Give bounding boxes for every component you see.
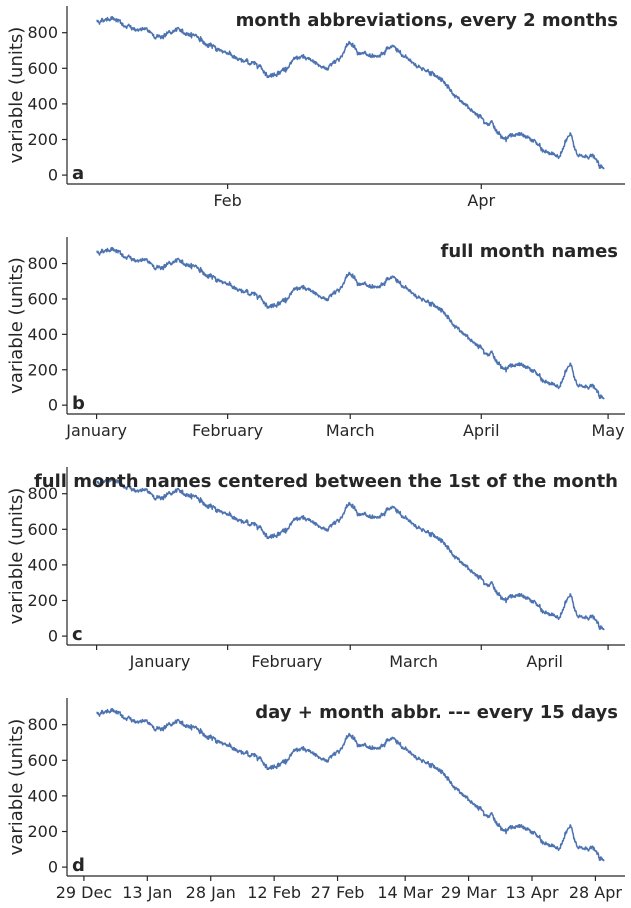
y-tick-label: 800 <box>27 715 58 734</box>
x-tick-label: 27 Feb <box>311 883 365 902</box>
y-tick-label: 400 <box>27 325 58 344</box>
x-tick-label: 12 Feb <box>247 883 301 902</box>
x-tick-label: 28 Apr <box>569 883 623 902</box>
y-tick-label: 800 <box>27 484 58 503</box>
x-tick-label: 13 Apr <box>505 883 559 902</box>
panel-title: day + month abbr. --- every 15 days <box>255 702 618 723</box>
x-minor-label: January <box>129 652 191 671</box>
y-tick-label: 0 <box>48 858 58 877</box>
y-tick-label: 200 <box>27 130 58 149</box>
y-tick-label: 600 <box>27 751 58 770</box>
y-tick-label: 600 <box>27 289 58 308</box>
y-tick-label: 800 <box>27 254 58 273</box>
panel-label: b <box>72 393 85 414</box>
series-line <box>96 707 605 862</box>
y-tick-label: 0 <box>48 627 58 646</box>
x-tick-label: 29 Mar <box>441 883 497 902</box>
y-tick-label: 200 <box>27 591 58 610</box>
x-tick-label: Apr <box>467 191 495 210</box>
panel-label: d <box>72 855 85 876</box>
y-axis-label: variable (units) <box>6 719 27 856</box>
x-tick-label: January <box>65 421 127 440</box>
y-tick-label: 400 <box>27 786 58 805</box>
x-minor-label: March <box>389 652 438 671</box>
panel-c: 0 200 400 600 800 January February March April va… <box>6 467 625 671</box>
panel-title: month abbreviations, every 2 months <box>236 10 618 31</box>
y-axis-label: variable (units) <box>6 257 27 394</box>
y-axis-label: variable (units) <box>6 488 27 625</box>
x-minor-label: April <box>526 652 563 671</box>
y-tick-label: 400 <box>27 555 58 574</box>
x-tick-label: April <box>463 421 500 440</box>
panel-d: 0 200 400 600 800 29 Dec 13 Jan 28 Jan 12 Feb 27 … <box>6 698 625 902</box>
panel-label: a <box>72 163 84 184</box>
series-line <box>96 15 605 170</box>
x-tick-label: 14 Mar <box>377 883 433 902</box>
x-tick-label: 29 Dec <box>56 883 112 902</box>
y-tick-label: 200 <box>27 360 58 379</box>
x-tick-label: Feb <box>213 191 241 210</box>
x-tick-label: 13 Jan <box>122 883 172 902</box>
y-tick-label: 600 <box>27 520 58 539</box>
panel-a: 0 200 400 600 800 Feb Apr variable (units) month… <box>6 6 625 210</box>
x-minor-label: February <box>251 652 322 671</box>
y-tick-label: 0 <box>48 396 58 415</box>
panel-title: full month names <box>440 241 618 262</box>
panel-label: c <box>72 624 83 645</box>
y-axis-label: variable (units) <box>6 27 27 164</box>
y-tick-label: 800 <box>27 23 58 42</box>
panel-b: 0 200 400 600 800 January February March April Ma… <box>6 237 625 440</box>
series-line <box>96 246 605 400</box>
series-line <box>96 476 605 631</box>
x-tick-label: February <box>192 421 263 440</box>
y-tick-label: 200 <box>27 822 58 841</box>
x-tick-label: March <box>326 421 375 440</box>
y-tick-label: 0 <box>48 166 58 185</box>
y-tick-label: 600 <box>27 59 58 78</box>
x-tick-label: 28 Jan <box>186 883 236 902</box>
x-tick-label: May <box>592 421 625 440</box>
panel-title: full month names centered between the 1s… <box>34 471 618 492</box>
y-tick-label: 400 <box>27 94 58 113</box>
